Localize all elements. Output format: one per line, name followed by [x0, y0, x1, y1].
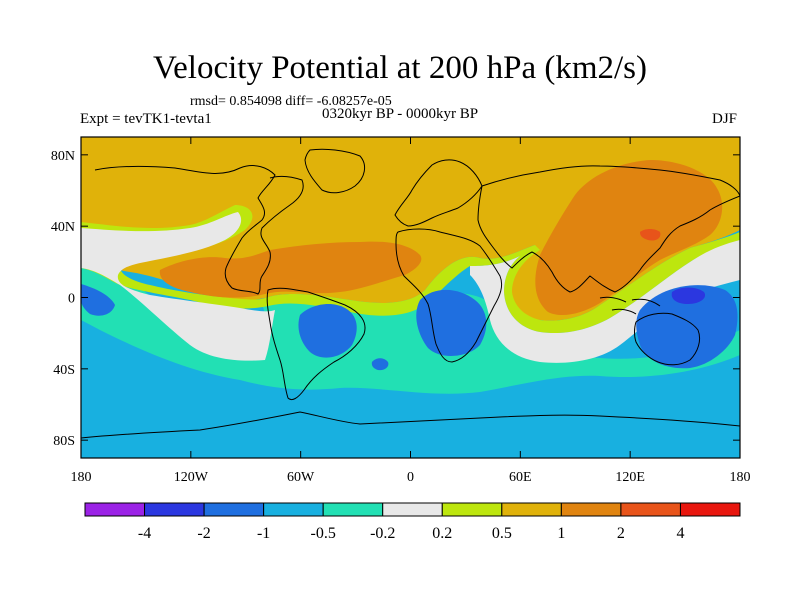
band-neg-1-tropatl: [371, 358, 389, 371]
colorbar-label: -1: [257, 525, 270, 542]
coast-australia: [634, 312, 701, 366]
y-tick-label: 40N: [51, 220, 75, 235]
band-neg-2: [671, 287, 706, 304]
y-tick-label: 80S: [53, 434, 75, 449]
colorbar-label: -0.2: [370, 525, 395, 542]
band-neutral-west: [81, 212, 275, 361]
colorbar-swatch: [441, 502, 503, 517]
coast-indonesia: [599, 296, 661, 315]
colorbar-label: 0.5: [492, 525, 512, 542]
band-pos-0: [81, 205, 740, 334]
y-tick-label: 40S: [53, 363, 75, 378]
band-pos-3: [640, 229, 661, 241]
y-tick-label: 0: [68, 292, 75, 307]
band-neg-1-west: [81, 284, 115, 316]
coast-asia: [477, 165, 740, 293]
colorbar-swatch: [203, 502, 265, 517]
coastlines: [81, 148, 740, 439]
colorbar-label: 0.2: [432, 525, 452, 542]
colorbar-label: 4: [676, 525, 684, 542]
colorbar-label: -0.5: [311, 525, 336, 542]
colorbar-swatch: [501, 502, 562, 517]
band-pos-2-west: [159, 241, 422, 298]
x-tick-label: 60E: [509, 470, 532, 485]
stats-text: rmsd= 0.854098 diff= -6.08257e-05: [190, 94, 392, 109]
colorbar-swatch: [560, 502, 622, 517]
x-tick-label: 180: [730, 470, 751, 485]
coast-antarctica: [81, 411, 740, 439]
x-tick-label: 60W: [287, 470, 315, 485]
colorbar-label: 2: [617, 525, 625, 542]
x-tick-label: 120E: [615, 470, 645, 485]
coast-africa: [395, 228, 503, 363]
coast-greenland: [304, 148, 366, 194]
colorbar-swatch: [679, 502, 741, 517]
colorbar-swatch: [84, 502, 146, 517]
x-tick-label: 0: [407, 470, 414, 485]
x-tick-label: 180: [71, 470, 92, 485]
colorbar-label: 1: [557, 525, 565, 542]
band-pos-2-east: [535, 160, 723, 315]
colorbar-swatch: [382, 502, 443, 517]
band-neg-1-samerica: [298, 304, 357, 358]
period-label: 0320kyr BP - 0000kyr BP: [322, 106, 479, 122]
band-neutral-east: [470, 240, 740, 363]
colorbar-label: -4: [138, 525, 151, 542]
band-neg-1-austr: [636, 285, 738, 369]
season-label: DJF: [712, 111, 738, 127]
colorbar-label: -2: [197, 525, 210, 542]
colorbar: -4 -2 -1 -0.5 -0.2 0.2 0.5 1 2 4: [84, 502, 741, 542]
colorbar-swatch: [322, 502, 384, 517]
x-tick-label: 120W: [174, 470, 209, 485]
axis-ticks: 80N 40N 0 40S 80S 180 120W 60W 0 60E 120E 180: [51, 137, 751, 485]
plot-title: Velocity Potential at 200 hPa (km2/s): [152, 50, 648, 86]
colorbar-swatch: [144, 502, 205, 517]
coast-north-america: [94, 165, 304, 295]
coast-south-america: [266, 287, 366, 401]
y-tick-label: 80N: [51, 149, 75, 164]
band-neg-1-africa: [416, 289, 487, 356]
colorbar-swatch: [263, 502, 324, 517]
colorbar-swatch: [620, 502, 681, 517]
contour-field: [81, 137, 740, 458]
experiment-label: Expt = tevTK1-tevta1: [80, 111, 212, 127]
